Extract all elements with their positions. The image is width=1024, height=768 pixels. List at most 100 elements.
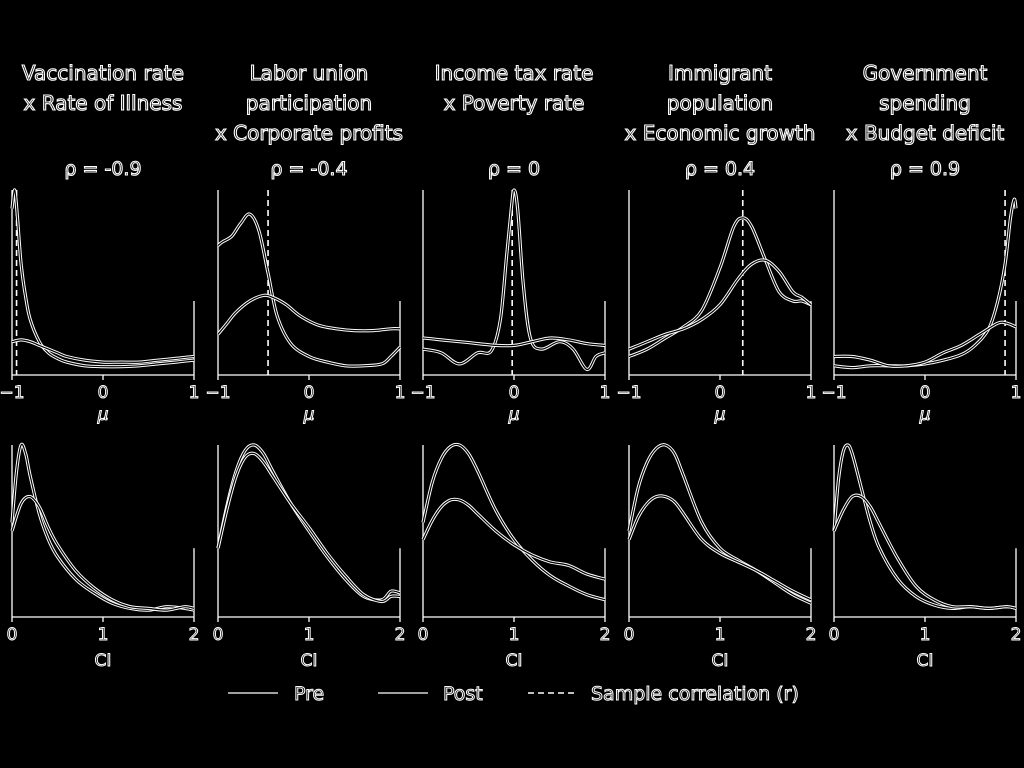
x-axis-label: CI xyxy=(712,651,729,671)
series-pre-line xyxy=(628,216,812,358)
series-post-line-core xyxy=(833,494,1017,610)
x-tick-label: 0 xyxy=(715,383,726,403)
panel-title-line: Labor union xyxy=(250,61,369,85)
x-tick-label: 0 xyxy=(213,625,224,645)
x-tick-label: 2 xyxy=(1011,625,1022,645)
series-post-line-core xyxy=(217,452,401,603)
series-pre-line xyxy=(216,212,402,368)
panel-mu-2: Labor union participation x Corporate prof… xyxy=(205,60,406,425)
panel-title-line: x Budget deficit xyxy=(846,121,1005,145)
panel-title-line: population xyxy=(667,91,773,115)
series-pre-line xyxy=(216,443,401,602)
x-tick-label: 1 xyxy=(1011,383,1022,403)
x-tick-label: −1 xyxy=(0,383,25,403)
x-tick-label: 0 xyxy=(509,383,520,403)
series-post-line-core xyxy=(422,498,606,580)
series-pre-line xyxy=(421,442,606,602)
panel-title-line: participation xyxy=(246,91,372,115)
x-tick-label: 0 xyxy=(624,625,635,645)
series-post-line-core xyxy=(422,337,606,347)
x-axis-label: CI xyxy=(506,651,523,671)
series-post-line-core xyxy=(833,321,1017,367)
x-tick-label: 2 xyxy=(189,625,200,645)
x-tick-label: −1 xyxy=(205,383,230,403)
rho-label: ρ = -0.9 xyxy=(64,158,141,180)
x-tick-label: 1 xyxy=(920,625,931,645)
legend: Pre Post Sample correlation (r) xyxy=(228,683,799,706)
x-tick-label: 1 xyxy=(715,625,726,645)
x-axis-label: μ xyxy=(303,405,315,425)
x-tick-label: 1 xyxy=(806,383,817,403)
series-pre-line xyxy=(833,197,1018,370)
panel-mu-3: Income tax rate x Poverty rate ρ = 0 −1 0 1 μ xyxy=(410,60,611,425)
series-pre-line xyxy=(10,442,195,612)
x-tick-label: −1 xyxy=(410,383,435,403)
series-pre-line-core xyxy=(217,444,401,601)
x-axis-label: CI xyxy=(301,651,318,671)
x-tick-label: 2 xyxy=(806,625,817,645)
series-post-line xyxy=(832,493,1017,611)
x-tick-label: 0 xyxy=(7,625,18,645)
x-axis-label: μ xyxy=(508,405,520,425)
x-tick-label: 1 xyxy=(304,625,315,645)
x-tick-label: 2 xyxy=(395,625,406,645)
series-pre-line-core xyxy=(11,443,195,611)
panel-ci-3: 0 1 2 CI xyxy=(417,442,611,672)
panel-title-line: x Poverty rate xyxy=(444,91,585,115)
rho-label: ρ = 0 xyxy=(488,158,540,180)
legend-pre-label: Pre xyxy=(294,683,324,705)
panels-group: Vaccination rate x Rate of Illness ρ = -0.… xyxy=(0,60,1022,672)
x-tick-label: 1 xyxy=(600,383,611,403)
x-tick-label: 1 xyxy=(395,383,406,403)
x-tick-label: 0 xyxy=(920,383,931,403)
series-pre-line-core xyxy=(833,198,1017,369)
panel-title-line: Government xyxy=(863,61,988,85)
x-tick-label: 0 xyxy=(418,625,429,645)
series-post-line-core xyxy=(11,339,195,363)
x-axis-label: μ xyxy=(714,405,726,425)
x-tick-label: −1 xyxy=(821,383,846,403)
panel-title-line: spending xyxy=(879,91,971,115)
series-pre-line-core xyxy=(628,217,812,358)
series-post-line-core xyxy=(628,495,812,601)
panel-title-line: x Economic growth xyxy=(625,121,816,145)
series-pre-line xyxy=(627,443,812,605)
series-pre-line-core xyxy=(833,444,1017,610)
panel-ci-2: 0 1 2 CI xyxy=(212,443,406,672)
series-pre-line xyxy=(10,188,195,369)
panel-ci-5: 0 1 2 CI xyxy=(828,443,1022,672)
x-axis-label: CI xyxy=(95,651,112,671)
x-tick-label: −1 xyxy=(616,383,641,403)
series-post-line-core xyxy=(11,495,195,611)
panel-ci-4: 0 1 2 CI xyxy=(623,443,817,672)
x-tick-label: 1 xyxy=(189,383,200,403)
x-tick-label: 0 xyxy=(98,383,109,403)
series-pre-line-core xyxy=(422,443,606,601)
panel-title-line: x Corporate profits xyxy=(215,121,403,145)
panel-title-line: x Rate of Illness xyxy=(24,91,183,115)
series-pre-line xyxy=(832,443,1017,611)
x-tick-label: 1 xyxy=(509,625,520,645)
x-tick-label: 0 xyxy=(304,383,315,403)
panel-title-line: Income tax rate xyxy=(435,61,594,85)
panel-mu-5: Government spending x Budget deficit ρ = 0.… xyxy=(821,60,1022,425)
series-post-line-core xyxy=(628,259,812,350)
series-pre-line-core xyxy=(422,189,606,371)
legend-sample-label: Sample correlation (r) xyxy=(591,683,799,705)
panel-mu-1: Vaccination rate x Rate of Illness ρ = -0.… xyxy=(0,60,200,425)
x-tick-label: 2 xyxy=(600,625,611,645)
x-axis-label: μ xyxy=(919,405,931,425)
panel-mu-4: Immigrant population x Economic growth ρ = … xyxy=(616,60,817,425)
x-tick-label: 0 xyxy=(829,625,840,645)
x-tick-label: 1 xyxy=(98,625,109,645)
series-pre-line-core xyxy=(628,444,812,604)
series-post-line xyxy=(216,293,401,336)
rho-label: ρ = 0.4 xyxy=(685,158,755,180)
panel-ci-1: 0 1 2 CI xyxy=(6,442,200,672)
x-axis-label: CI xyxy=(917,651,934,671)
series-post-line-core xyxy=(217,294,401,335)
x-axis-label: μ xyxy=(97,405,109,425)
panel-title-line: Immigrant xyxy=(668,61,772,85)
series-pre-line-core xyxy=(217,213,401,367)
rho-label: ρ = -0.4 xyxy=(270,158,347,180)
